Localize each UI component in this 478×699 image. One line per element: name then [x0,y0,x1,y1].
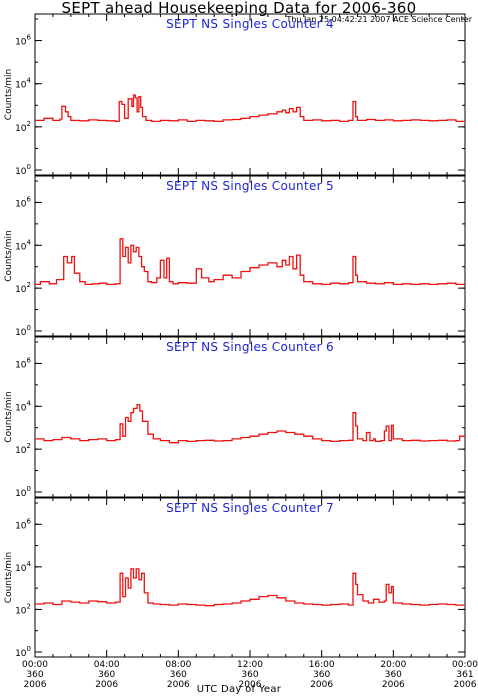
panel-title: SEPT NS Singles Counter 6 [166,340,334,354]
x-tick-year: 2006 [239,680,262,690]
series-line [35,238,465,286]
y-tick-label: 106 [15,517,31,531]
x-axis-label: UTC Day of Year [196,684,282,695]
panel-frame [34,175,466,337]
panel-4: SEPT NS Singles Counter 7 Counts/min 100 10… [4,497,466,659]
series-line [35,568,465,607]
y-tick-label: 104 [15,238,31,252]
y-tick-label: 102 [15,602,31,616]
x-tick-doy: 361 [456,670,473,680]
x-tick-time: 04:00 [94,660,120,670]
y-axis-label: Counts/min [4,391,14,442]
x-tick-year: 2006 [310,680,333,690]
x-tick-doy: 360 [241,670,258,680]
y-tick-label: 106 [15,34,31,48]
x-tick-year: 2006 [167,680,190,690]
x-tick-doy: 360 [385,670,402,680]
y-tick-label: 104 [15,399,31,413]
panel-title: SEPT NS Singles Counter 5 [166,179,334,193]
x-tick-time: 08:00 [165,660,191,670]
y-tick-label: 104 [15,560,31,574]
panel-title: SEPT NS Singles Counter 4 [166,17,334,31]
x-tick-doy: 360 [313,670,330,680]
generation-timestamp: Thu Jan 25 04:42:21 2007 ACE Science Cen… [286,15,472,24]
panel-frame [34,13,466,176]
x-tick-time: 00:00 [452,660,478,670]
y-tick-label: 102 [15,281,31,295]
y-tick-label: 104 [15,77,31,91]
series-line [35,403,465,444]
y-tick-label: 100 [15,324,31,338]
x-tick-year: 2006 [24,680,47,690]
x-tick-time: 20:00 [380,660,406,670]
x-tick-doy: 360 [26,670,43,680]
x-tick-year: 2006 [454,680,477,690]
panel-title: SEPT NS Singles Counter 7 [166,501,334,515]
panel-frame [34,336,466,498]
y-tick-label: 100 [15,163,31,177]
y-axis-label: Counts/min [4,230,14,281]
x-tick-doy: 360 [170,670,187,680]
y-tick-label: 106 [15,356,31,370]
y-axis-label: Counts/min [4,69,14,120]
y-axis-label: Counts/min [4,552,14,603]
x-tick-time: 00:00 [22,660,48,670]
y-tick-label: 106 [15,195,31,209]
panel-1: SEPT NS Singles Counter 4 Counts/min 100 10… [4,13,466,177]
series-line [35,94,465,123]
x-tick-year: 2006 [382,680,405,690]
x-tick-doy: 360 [98,670,115,680]
panel-frame [34,497,466,658]
x-tick-time: 12:00 [237,660,263,670]
panel-2: SEPT NS Singles Counter 5 Counts/min 100 10… [4,175,466,338]
y-tick-label: 102 [15,120,31,134]
y-tick-label: 100 [15,485,31,499]
x-tick-time: 16:00 [309,660,335,670]
y-tick-label: 102 [15,442,31,456]
y-tick-label: 100 [15,645,31,659]
panel-3: SEPT NS Singles Counter 6 Counts/min 100 10… [4,336,466,499]
chart-title: SEPT ahead Housekeeping Data for 2006-36… [61,0,417,17]
x-tick-year: 2006 [95,680,118,690]
